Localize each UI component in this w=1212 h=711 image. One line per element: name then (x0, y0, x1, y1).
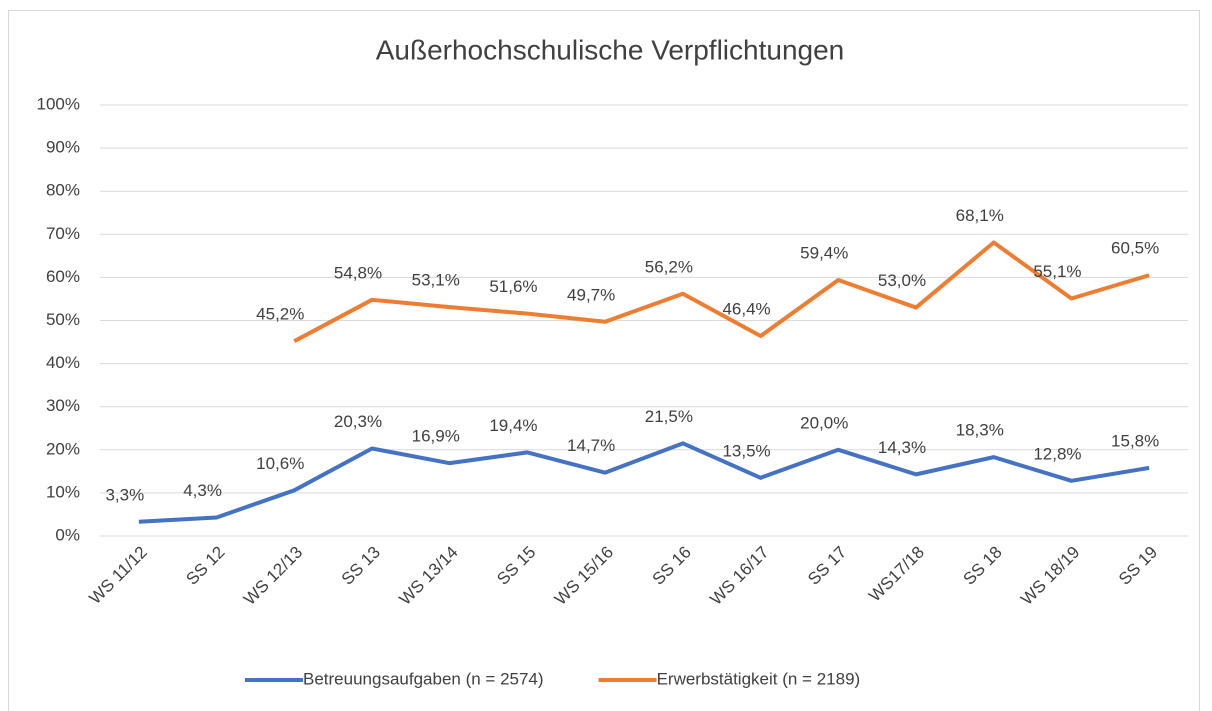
data-label: 18,3% (956, 421, 1004, 440)
data-label: 68,1% (956, 206, 1004, 225)
chart-border (8, 10, 1200, 711)
data-label: 13,5% (722, 441, 770, 460)
data-label: 10,6% (256, 454, 304, 473)
data-label: 3,3% (105, 485, 144, 504)
data-label: 59,4% (800, 243, 848, 262)
data-label: 54,8% (334, 263, 382, 282)
data-label: 45,2% (256, 305, 304, 324)
y-tick-label: 100% (37, 94, 80, 113)
data-label: 15,8% (1111, 431, 1159, 450)
y-tick-label: 40% (46, 353, 80, 372)
data-label: 21,5% (645, 407, 693, 426)
data-label: 56,2% (645, 257, 693, 276)
chart-title: Außerhochschulische Verpflichtungen (376, 34, 845, 65)
series-line (293, 240, 1150, 343)
data-label: 19,4% (489, 416, 537, 435)
data-label: 12,8% (1033, 444, 1081, 463)
y-tick-label: 10% (46, 482, 80, 501)
data-label: 20,0% (800, 413, 848, 432)
data-label: 60,5% (1111, 239, 1159, 258)
y-tick-label: 20% (46, 439, 80, 458)
legend-label: Erwerbstätigkeit (n = 2189) (657, 669, 861, 688)
y-tick-label: 0% (55, 525, 80, 544)
series-line (138, 441, 1150, 524)
data-label: 55,1% (1033, 262, 1081, 281)
data-label: 53,1% (412, 271, 460, 290)
data-label: 16,9% (412, 427, 460, 446)
legend-label: Betreuungsaufgaben (n = 2574) (303, 669, 544, 688)
y-tick-label: 60% (46, 267, 80, 286)
data-label: 14,7% (567, 436, 615, 455)
y-tick-label: 80% (46, 181, 80, 200)
y-tick-label: 30% (46, 396, 80, 415)
data-label: 46,4% (722, 300, 770, 319)
data-label: 53,0% (878, 271, 926, 290)
y-tick-label: 70% (46, 224, 80, 243)
y-tick-label: 50% (46, 310, 80, 329)
data-label: 49,7% (567, 285, 615, 304)
data-label: 51,6% (489, 277, 537, 296)
data-label: 20,3% (334, 412, 382, 431)
y-tick-label: 90% (46, 138, 80, 157)
data-label: 4,3% (183, 481, 222, 500)
data-label: 14,3% (878, 438, 926, 457)
